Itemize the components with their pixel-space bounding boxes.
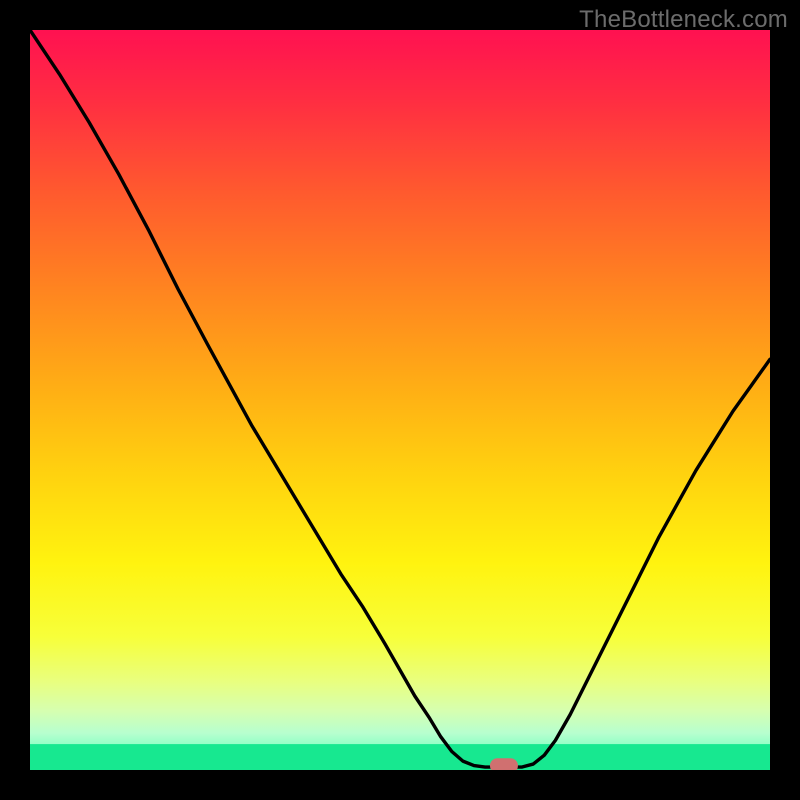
bottleneck-curve bbox=[30, 30, 770, 770]
watermark-text: TheBottleneck.com bbox=[579, 6, 788, 34]
optimal-marker bbox=[490, 758, 518, 770]
plot-area bbox=[30, 30, 770, 770]
chart-frame: TheBottleneck.com bbox=[0, 0, 800, 800]
